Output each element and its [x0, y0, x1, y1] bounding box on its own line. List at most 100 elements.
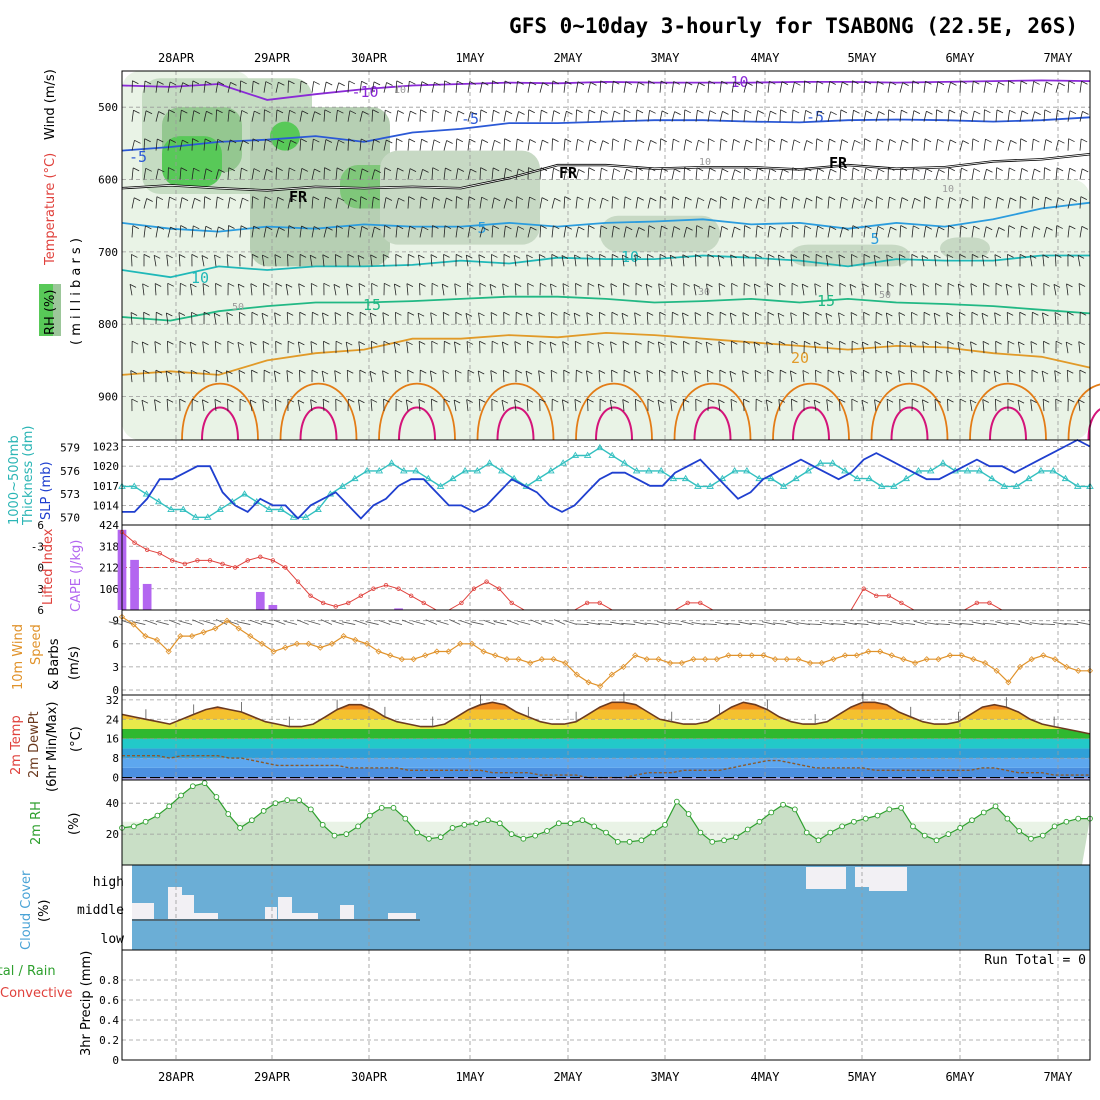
wind-barb — [526, 254, 529, 267]
wind-barb — [777, 313, 781, 325]
wind-barb — [719, 81, 722, 93]
wind-barb — [899, 197, 903, 209]
wind-barb-flag — [1056, 225, 1063, 229]
rh-area — [122, 783, 1090, 865]
wind-barb-flag — [266, 168, 273, 173]
cloud-block — [388, 913, 416, 919]
wind-barb — [935, 226, 939, 238]
wind-barb — [791, 82, 795, 93]
wind-barb — [359, 168, 363, 180]
wind-barb — [239, 110, 243, 122]
wind-barb-flag — [673, 138, 680, 143]
wind-barb — [190, 283, 193, 296]
wind-barb-flag — [540, 167, 548, 172]
wind-barb — [695, 197, 699, 209]
wind-barb-flag — [562, 399, 569, 404]
wind-barb-flag — [995, 398, 1002, 403]
wind-barb-flag — [1055, 398, 1062, 403]
wind-barb — [779, 226, 783, 238]
wind-barb — [1055, 110, 1058, 122]
wind-barb — [239, 140, 244, 151]
wind-barb — [959, 110, 963, 122]
wind-barb — [803, 140, 808, 151]
wind-barb-flag — [720, 138, 728, 143]
thickness-point — [314, 505, 322, 512]
wind-barb — [407, 226, 411, 238]
wind-barb-flag — [986, 168, 993, 173]
wind10-barb — [331, 620, 344, 625]
wind-barb — [1018, 283, 1021, 296]
wind-barb — [418, 254, 421, 267]
wind-barb-flag — [997, 139, 1005, 144]
wind-barb-flag — [818, 110, 825, 115]
wind-barb — [683, 197, 686, 209]
wind-barb — [755, 168, 758, 180]
wind-barb — [191, 168, 194, 180]
rh-point — [426, 835, 432, 842]
wind-barb-flag — [645, 283, 653, 288]
wind-barb — [263, 81, 267, 93]
wind-barb-flag — [143, 369, 150, 374]
wind-barb — [683, 81, 687, 93]
wind-barb-flag — [204, 196, 211, 200]
wind-barb-flag — [626, 168, 633, 173]
rh-contour-label: 10 — [942, 184, 954, 195]
wind-barb — [491, 197, 495, 209]
wind-barb — [801, 284, 805, 296]
wind-barb — [946, 254, 949, 267]
lifted-index-point — [861, 586, 866, 591]
rh-point — [792, 806, 798, 813]
rh-point — [378, 804, 385, 811]
wind-speed-point — [282, 644, 289, 651]
wind-barb-flag — [1080, 138, 1088, 143]
wind-barb-flag — [288, 225, 296, 229]
wind-barb-flag — [314, 168, 321, 173]
wind-barb-flag — [241, 167, 248, 172]
wind10-barb — [425, 619, 438, 625]
wind-barb — [887, 341, 889, 354]
wind-barb-flag — [756, 225, 764, 230]
wind-barb — [369, 371, 373, 383]
wind-barb — [226, 254, 229, 267]
lifted-index-point — [421, 600, 426, 606]
wind-barb — [275, 197, 279, 209]
lifted-index-point — [371, 586, 376, 591]
wind-barb-flag — [528, 109, 535, 114]
wind-barb — [323, 197, 326, 209]
wind-barb-flag — [912, 398, 919, 403]
wind-barb-flag — [218, 169, 225, 173]
wind-barb-flag — [467, 369, 475, 374]
wind-barb-flag — [984, 196, 992, 201]
wind-barb-flag — [503, 253, 511, 258]
wind-barb — [969, 399, 973, 412]
wind-barb-flag — [1006, 370, 1014, 374]
wind-barb — [825, 313, 829, 325]
wind-barb — [875, 226, 879, 238]
wind-barb-flag — [514, 341, 522, 345]
wind-barb-flag — [1033, 226, 1041, 230]
wind-barb-flag — [480, 109, 488, 114]
wind-barb-flag — [518, 111, 525, 115]
rh-point — [496, 820, 503, 827]
cloud-block — [278, 897, 292, 919]
wind-barb-flag — [982, 254, 989, 259]
wind-barb-flag — [253, 168, 261, 172]
wind-barb-flag — [529, 81, 537, 86]
surface-warm-contour — [969, 382, 1047, 441]
wind-barb — [970, 341, 973, 354]
slp-tick-label: 1014 — [93, 499, 120, 512]
rh-tick-label: 40 — [106, 797, 119, 810]
wind-barb-flag — [194, 197, 201, 202]
rh-point — [567, 820, 574, 827]
wind-barb-flag — [926, 110, 933, 115]
wind-barb-flag — [349, 110, 357, 115]
wind-barb — [478, 312, 481, 325]
wind-barb — [550, 283, 553, 296]
wind-barb-flag — [900, 167, 908, 172]
wind-barb-flag — [973, 168, 981, 172]
wind-barb-flag — [708, 398, 715, 403]
wind-barb-flag — [936, 109, 943, 114]
wind-barb — [261, 313, 265, 325]
wind-barb — [431, 197, 435, 209]
wind-barb-flag — [814, 283, 821, 288]
